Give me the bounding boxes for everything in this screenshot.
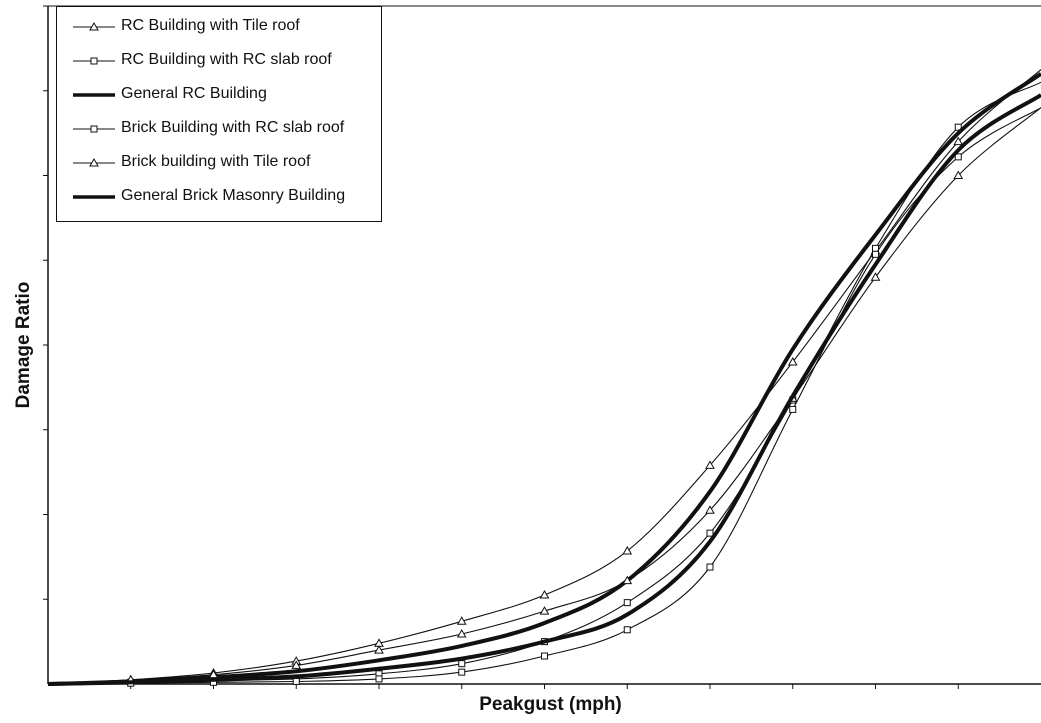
data-point-square — [458, 660, 466, 668]
data-point-triangle — [456, 628, 467, 638]
data-point-triangle — [539, 606, 550, 615]
data-point-triangle — [705, 505, 715, 514]
data-point-square — [954, 153, 962, 161]
data-point-square — [541, 652, 548, 660]
data-point-triangle — [456, 616, 467, 625]
series-line — [47, 93, 1041, 686]
series-5 — [47, 107, 1041, 685]
legend-item: General Brick Masonry Building — [71, 185, 381, 209]
data-point-square — [706, 529, 714, 537]
data-point-triangle — [208, 669, 219, 679]
legend-item: Brick Building with RC slab roof — [71, 117, 381, 141]
data-point-square — [623, 626, 631, 634]
data-point-square — [90, 125, 98, 133]
data-point-triangle — [953, 136, 964, 146]
data-point-triangle — [705, 460, 715, 469]
data-point-triangle — [539, 590, 550, 599]
data-point-square — [375, 675, 383, 683]
legend-swatch — [73, 195, 115, 199]
legend-swatch — [73, 157, 115, 167]
data-point-triangle — [953, 170, 964, 179]
legend-label: General RC Building — [121, 85, 267, 102]
legend-swatch — [73, 21, 115, 31]
series-line — [47, 69, 1041, 685]
legend-swatch — [73, 57, 115, 65]
data-point-square — [458, 668, 466, 676]
series-6 — [47, 93, 1041, 686]
legend-label: Brick Building with RC slab roof — [121, 119, 345, 136]
legend-item: Brick building with Tile roof — [71, 151, 381, 175]
data-point-square — [789, 405, 797, 413]
legend-label: RC Building with RC slab roof — [121, 51, 332, 68]
series-layer — [47, 69, 1041, 687]
data-point-triangle — [291, 660, 302, 669]
legend-label: Brick building with Tile roof — [121, 153, 311, 170]
series-line — [47, 107, 1041, 685]
data-point-triangle — [622, 545, 633, 555]
y-axis-title: Damage Ratio — [13, 281, 34, 409]
data-point-triangle — [787, 356, 798, 366]
data-point-triangle — [870, 272, 881, 281]
series-4 — [47, 107, 1041, 687]
data-point-triangle — [622, 575, 633, 585]
legend-item: RC Building with RC slab roof — [71, 49, 381, 73]
data-point-square — [623, 599, 631, 607]
data-point-square — [292, 677, 300, 685]
data-point-triangle — [89, 21, 99, 31]
legend-swatch — [73, 125, 115, 133]
x-axis-title: Peakgust (mph) — [479, 694, 622, 715]
data-point-square — [872, 250, 879, 258]
legend: RC Building with Tile roof RC Building w… — [56, 6, 382, 222]
series-line — [47, 72, 1041, 686]
legend-item: RC Building with Tile roof — [71, 15, 381, 39]
series-3 — [47, 72, 1041, 686]
legend-swatch — [73, 93, 115, 97]
data-point-triangle — [374, 645, 384, 654]
data-point-square — [90, 57, 98, 65]
legend-item: General RC Building — [71, 83, 381, 107]
legend-label: General Brick Masonry Building — [121, 187, 346, 204]
legend-label: RC Building with Tile roof — [121, 17, 300, 34]
data-point-triangle — [89, 157, 99, 167]
data-point-square — [954, 123, 962, 131]
data-point-square — [706, 563, 714, 571]
